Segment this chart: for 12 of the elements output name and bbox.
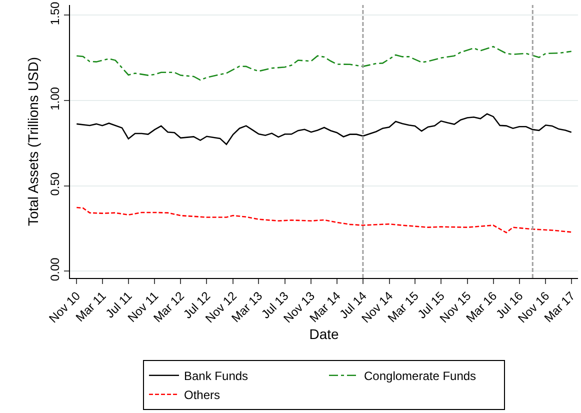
- y-axis-title: Total Assets (Trillions USD): [24, 56, 41, 226]
- y-tick-label: 0.00: [48, 257, 62, 282]
- y-tick-label: 0.50: [48, 172, 62, 196]
- y-tick-label: 1.00: [48, 86, 62, 110]
- line-series: [76, 206, 572, 234]
- legend-label: Bank Funds: [184, 369, 248, 384]
- line-series: [76, 46, 572, 81]
- legend-label: Others: [184, 388, 220, 402]
- x-axis-title: Date: [309, 326, 339, 342]
- legend-label: Conglomerate Funds: [364, 369, 476, 384]
- line-series: [76, 113, 572, 146]
- y-tick-label: 1.50: [48, 1, 62, 26]
